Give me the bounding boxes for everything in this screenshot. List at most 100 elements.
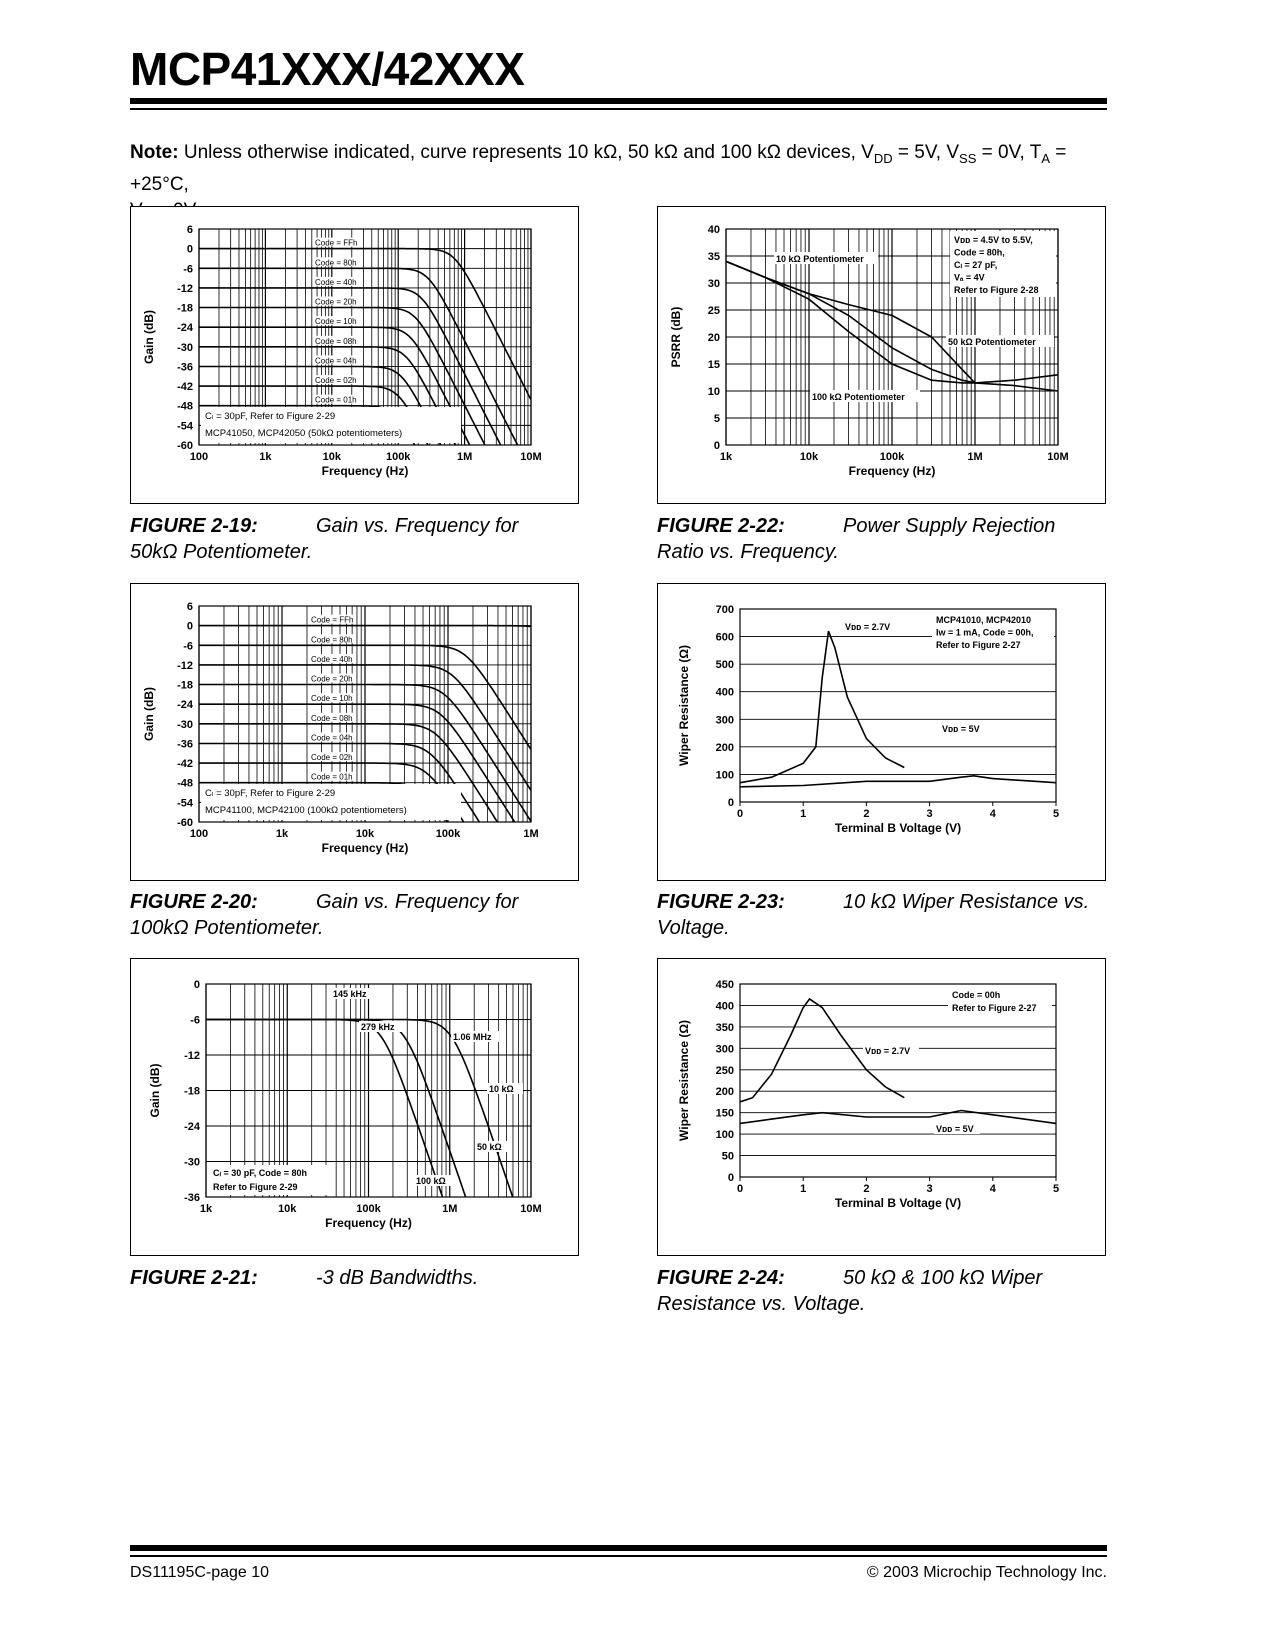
y-tick-label: -60	[177, 440, 193, 452]
figure-number: FIGURE 2-19:	[130, 515, 258, 537]
plot-frame	[198, 605, 532, 823]
y-tick-label: 5	[714, 413, 720, 425]
annotation-bg	[313, 355, 359, 365]
series-line	[199, 683, 531, 822]
annotation-bg	[940, 722, 988, 734]
figure-caption: FIGURE 2-23: 10 kΩ Wiper Resistance vs. Vo…	[657, 889, 1127, 941]
annotation-label: Code = 40h	[315, 278, 357, 287]
annotation-label: Code = 10h	[311, 694, 353, 703]
annotation-bg	[313, 394, 359, 404]
x-tick-label: 1k	[276, 828, 289, 840]
annotation-label: Vᴅᴅ = 4.5V to 5.5V,	[954, 235, 1033, 245]
annotation-label: Refer to Figure 2-28	[954, 285, 1039, 295]
series-line	[199, 365, 442, 445]
y-tick-label: 0	[187, 244, 193, 256]
annotation-label: Code = 40h	[311, 655, 353, 664]
annotation-bg	[413, 1175, 453, 1186]
footer-doc-id: DS11195C-page 10	[130, 1564, 270, 1581]
annotation-label: Code = 80h	[315, 258, 357, 267]
annotation-label: Refer to Figure 2-27	[952, 1003, 1037, 1013]
chart-svg: 700 600 500 400 300 200 100 00 1 2 3 4 5 Terminal B V…	[677, 604, 1059, 835]
annotation-bg	[843, 620, 899, 632]
y-tick-label: 100	[716, 769, 734, 781]
y-tick-label: 6	[187, 224, 193, 236]
y-tick-label: -36	[177, 361, 193, 373]
figure-caption-text: 50kΩ Potentiometer.	[130, 541, 313, 563]
x-tick-label: 5	[1053, 1183, 1059, 1195]
y-tick-label: -12	[184, 1050, 200, 1062]
chart-svg: 40 35 30 25 20 15 10 5 01k 10k 100k 1M 10M Frequency …	[669, 224, 1069, 478]
series-line	[740, 997, 905, 1103]
note-label: Note:	[130, 142, 179, 163]
x-tick-label: 100k	[386, 451, 411, 463]
note-text: = +25°C,	[130, 142, 1067, 195]
annotation-label: Iw = 1 mA, Code = 00h,	[936, 628, 1034, 638]
x-tick-label: 3	[927, 808, 933, 820]
note-text: = 0V, T	[976, 142, 1042, 163]
annotation-label: 145 kHz	[333, 989, 367, 999]
y-tick-label: 20	[708, 332, 720, 344]
figure-number: FIGURE 2-21:	[130, 1267, 258, 1289]
annotation-bg	[209, 1165, 333, 1195]
footer-copyright: © 2003 Microchip Technology Inc.	[866, 1564, 1107, 1581]
x-tick-label: 1k	[200, 1203, 213, 1215]
series-line	[199, 723, 499, 822]
figure-caption-text: 50 kΩ & 100 kΩ Wiper	[843, 1267, 1043, 1289]
annotation-label: Code = 01h	[315, 396, 357, 405]
annotation-label: MCP41050, MCP42050 (50kΩ potentiometers)	[205, 428, 402, 439]
note-sub: DD	[873, 150, 893, 166]
figure-caption: FIGURE 2-19: Gain vs. Frequency for 50kΩ P…	[130, 513, 600, 565]
annotation-bg	[201, 407, 461, 443]
annotation-label: 10 kΩ	[489, 1084, 514, 1094]
figure-caption-text: 10 kΩ Wiper Resistance vs.	[843, 891, 1090, 913]
y-tick-label: 25	[708, 305, 720, 317]
y-tick-label: 150	[716, 1108, 734, 1120]
figure-number: FIGURE 2-20:	[130, 891, 258, 913]
series-line	[199, 346, 457, 445]
annotation-label: Code = 04h	[315, 356, 357, 365]
y-tick-label: 600	[716, 632, 734, 644]
x-tick-label: 100k	[356, 1203, 381, 1215]
y-tick-label: 450	[716, 979, 734, 991]
annotation-bg	[313, 257, 359, 267]
annotation-label: MCP41100, MCP42100 (100kΩ potentiometers…	[205, 805, 407, 816]
x-tick-label: 1M	[442, 1203, 457, 1215]
y-axis-label: PSRR (dB)	[669, 307, 683, 368]
series-line	[199, 306, 486, 445]
x-axis-label: Frequency (Hz)	[322, 464, 409, 478]
series-line	[199, 287, 502, 445]
series-line	[199, 326, 471, 445]
x-tick-label: 10M	[520, 1203, 541, 1215]
annotation-label: Vᴅᴅ = 2.7V	[845, 622, 890, 632]
annotation-label: Code = 80h	[311, 635, 353, 644]
y-tick-label: 250	[716, 1065, 734, 1077]
note-sub: A	[1041, 150, 1051, 166]
y-tick-label: 0	[728, 797, 734, 809]
plot-frame	[739, 608, 1057, 803]
annotation-bg	[309, 752, 355, 762]
y-tick-label: 40	[708, 224, 720, 236]
plot-frame	[198, 228, 532, 446]
annotation-bg	[359, 1021, 403, 1032]
figure-2-21-chart: 0 -6 -12 -18 -24 -30 -36 1k 10k 100k 1M 10M Frequenc…	[130, 958, 579, 1256]
y-tick-label: -42	[177, 758, 193, 770]
y-tick-label: -36	[177, 738, 193, 750]
x-tick-label: 4	[990, 808, 997, 820]
x-tick-label: 1M	[457, 451, 472, 463]
annotation-label: Refer to Figure 2-29	[213, 1182, 298, 1192]
annotation-bg	[934, 1122, 980, 1134]
y-tick-label: 30	[708, 278, 720, 290]
annotation-bg	[313, 335, 359, 345]
y-tick-label: -18	[177, 680, 193, 692]
x-tick-label: 2	[863, 808, 869, 820]
annotation-label: Vᴅᴅ = 2.7V	[865, 1046, 910, 1056]
y-tick-label: -6	[183, 263, 193, 275]
annotation-label: 50 kΩ	[477, 1142, 502, 1152]
y-tick-label: -12	[177, 660, 193, 672]
x-tick-label: 100	[190, 828, 208, 840]
annotation-bg	[451, 1031, 499, 1042]
y-tick-label: -24	[177, 699, 194, 711]
y-tick-label: -30	[177, 719, 193, 731]
